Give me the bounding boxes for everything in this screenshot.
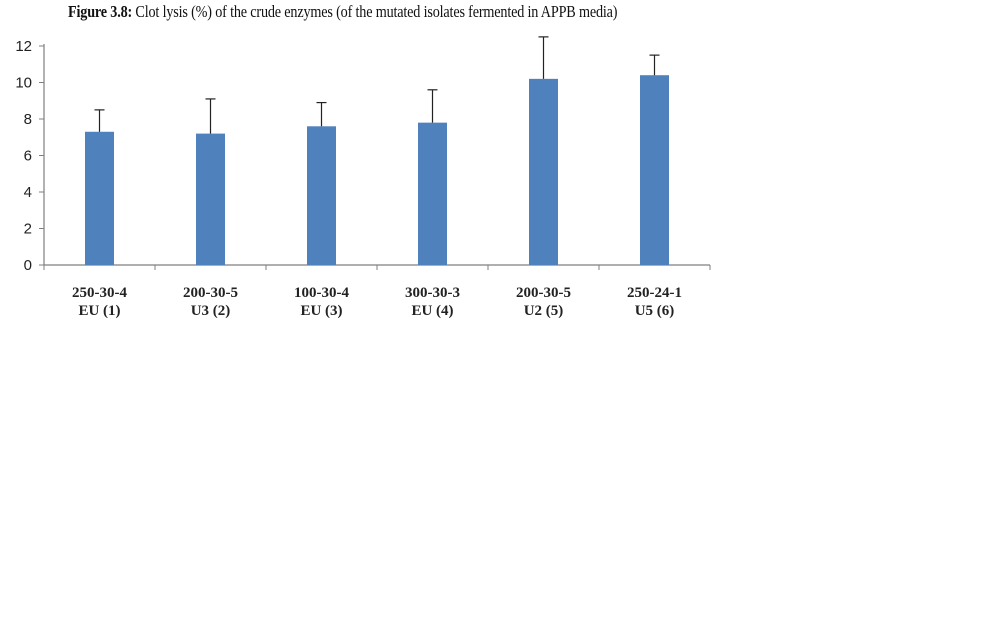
category-label: 250-24-1 — [627, 285, 682, 301]
bars — [85, 75, 669, 266]
x-axis — [43, 264, 711, 270]
bar — [418, 122, 447, 266]
bar — [196, 133, 225, 265]
y-tick-label: 10 — [15, 75, 32, 92]
y-tick-label: 2 — [24, 221, 32, 238]
y-tick-label: 0 — [24, 257, 32, 274]
category-label: 300-30-3 — [405, 285, 460, 301]
bar — [640, 75, 669, 265]
category-label: EU (1) — [78, 303, 120, 319]
y-tick-label: 8 — [24, 111, 32, 128]
y-tick-label: 12 — [15, 38, 32, 55]
category-label: U3 (2) — [191, 303, 231, 319]
bar — [85, 131, 114, 265]
category-label: U5 (6) — [635, 303, 675, 319]
category-label: EU (3) — [300, 303, 342, 319]
chart-title: Figure 3.8: Clot lysis (%) of the crude … — [68, 2, 618, 22]
chart-title-text: Clot lysis (%) of the crude enzymes (of … — [132, 2, 618, 21]
error-bars — [94, 36, 660, 134]
bar — [307, 126, 336, 265]
category-label: 200-30-5 — [516, 285, 571, 301]
bar — [529, 78, 558, 265]
category-label: U2 (5) — [524, 303, 564, 319]
y-axis: 0 2 4 6 8 10 12 — [15, 38, 45, 274]
category-labels: 250-30-4 EU (1) 200-30-5 U3 (2) 100-30-4 EU (… — [72, 285, 682, 319]
category-label: 250-30-4 — [72, 285, 127, 301]
category-label: 100-30-4 — [294, 285, 349, 301]
category-label: EU (4) — [411, 303, 453, 319]
y-tick-label: 6 — [24, 148, 32, 165]
chart-title-label: Figure 3.8: — [68, 2, 133, 21]
category-label: 200-30-5 — [183, 285, 238, 301]
y-tick-label: 4 — [24, 184, 32, 201]
